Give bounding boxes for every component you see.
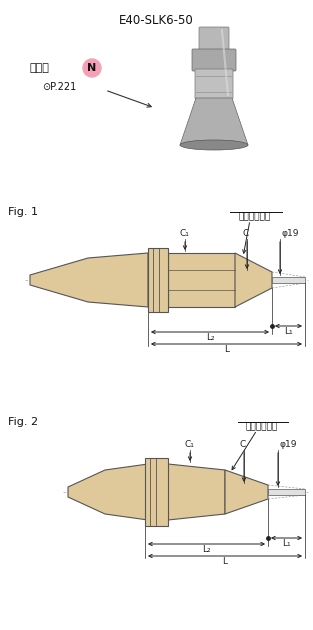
Polygon shape [268,489,305,495]
Text: L₁: L₁ [282,539,291,548]
Polygon shape [180,98,248,145]
Text: Fig. 2: Fig. 2 [8,417,38,427]
Polygon shape [68,464,148,520]
Text: 平衡値: 平衡値 [30,63,50,73]
Polygon shape [148,248,168,312]
Circle shape [83,59,101,77]
Polygon shape [145,458,168,526]
Text: ⊙P.221: ⊙P.221 [42,82,76,92]
Text: N: N [87,63,97,73]
Text: C₁: C₁ [184,440,194,449]
Ellipse shape [180,140,248,150]
Text: L₂: L₂ [206,333,214,342]
Text: 二维曲线形状: 二维曲线形状 [246,422,278,431]
Text: C: C [243,229,249,238]
Text: φ19: φ19 [279,440,296,449]
Text: L: L [223,557,228,566]
Text: L₁: L₁ [284,327,293,336]
Text: E40-SLK6-50: E40-SLK6-50 [119,14,193,27]
Polygon shape [168,464,225,520]
Text: 二维曲线形状: 二维曲线形状 [239,212,271,221]
Text: C₁: C₁ [179,229,189,238]
Polygon shape [235,253,272,307]
Polygon shape [30,253,148,307]
Text: Fig. 1: Fig. 1 [8,207,38,217]
Polygon shape [225,470,268,514]
FancyBboxPatch shape [192,49,236,71]
FancyBboxPatch shape [199,27,229,51]
Text: C: C [240,440,246,449]
Text: L: L [224,345,229,354]
Polygon shape [168,253,235,307]
Text: L₂: L₂ [202,545,211,554]
Polygon shape [272,277,305,283]
FancyBboxPatch shape [195,69,233,99]
Text: φ19: φ19 [281,229,299,238]
